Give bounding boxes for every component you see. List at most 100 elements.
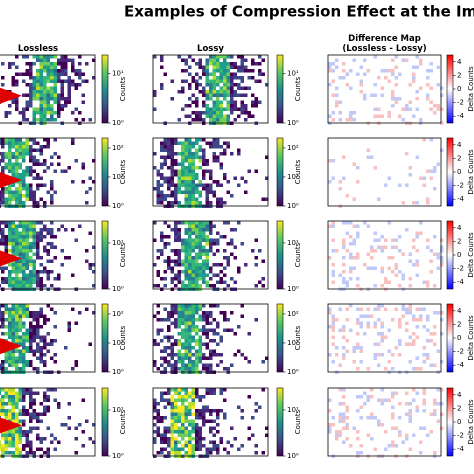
heatmap-cell xyxy=(230,228,234,232)
heatmap-cell xyxy=(387,398,391,402)
heatmap-cell xyxy=(212,111,216,115)
heatmap-cell xyxy=(46,349,50,353)
heatmap-cell xyxy=(32,325,36,329)
heatmap-cell xyxy=(205,284,209,288)
heatmap-cell xyxy=(177,176,181,180)
heatmap-cell xyxy=(191,224,195,228)
heatmap-cell xyxy=(216,183,220,187)
heatmap-cell xyxy=(373,266,377,270)
heatmap-cell xyxy=(366,416,370,420)
heatmap-cell xyxy=(212,58,216,62)
heatmap-cell xyxy=(191,176,195,180)
heatmap-cell xyxy=(8,451,12,455)
heatmap-cell xyxy=(0,266,1,270)
heatmap-cell xyxy=(230,62,234,66)
heatmap-cell xyxy=(39,280,43,284)
heatmap-cell xyxy=(345,280,349,284)
heatmap-cell xyxy=(191,339,195,343)
heatmap-cell xyxy=(15,187,19,191)
heatmap-cell xyxy=(202,118,206,122)
heatmap-cell xyxy=(237,86,241,90)
heatmap-cell xyxy=(223,93,227,97)
heatmap-cell xyxy=(22,55,26,59)
heatmap-cell xyxy=(1,141,5,145)
heatmap-cell xyxy=(209,72,213,76)
heatmap-cell xyxy=(223,388,227,392)
heatmap-cell xyxy=(233,90,237,94)
heatmap-cell xyxy=(163,349,167,353)
heatmap-cell xyxy=(11,328,15,332)
heatmap-cell xyxy=(342,388,346,392)
heatmap-cell xyxy=(36,176,40,180)
heatmap-cell xyxy=(1,145,5,149)
heatmap-cell xyxy=(8,221,12,225)
heatmap-cell xyxy=(1,451,5,455)
heatmap-cell xyxy=(160,433,164,437)
heatmap-cell xyxy=(1,152,5,156)
heatmap-cell xyxy=(60,90,64,94)
heatmap-cell xyxy=(18,423,22,427)
heatmap-cell xyxy=(170,451,174,455)
heatmap-cell xyxy=(202,169,206,173)
heatmap-cell xyxy=(170,356,174,360)
heatmap-cell xyxy=(43,76,47,80)
heatmap-cell xyxy=(433,104,437,108)
heatmap-cell xyxy=(32,190,36,194)
heatmap-cell xyxy=(426,97,430,101)
heatmap-cell xyxy=(18,409,22,413)
heatmap-cell xyxy=(156,426,160,430)
heatmap-cell xyxy=(209,118,213,122)
heatmap-cell xyxy=(67,416,71,420)
heatmap-cell xyxy=(177,190,181,194)
heatmap-cell xyxy=(401,307,405,311)
heatmap-cell xyxy=(433,325,437,329)
heatmap-cell xyxy=(191,346,195,350)
heatmap-cell xyxy=(36,141,40,145)
heatmap-cell xyxy=(46,426,50,430)
heatmap-cell xyxy=(174,360,178,364)
heatmap-cell xyxy=(188,83,192,87)
colorbar xyxy=(446,387,454,457)
heatmap-cell xyxy=(22,284,26,288)
heatmap-cell xyxy=(426,238,430,242)
heatmap-cell xyxy=(202,93,206,97)
heatmap-cell xyxy=(415,335,419,339)
heatmap-cell xyxy=(223,83,227,87)
heatmap-cell xyxy=(254,256,258,260)
heatmap-cell xyxy=(4,440,8,444)
heatmap-cell xyxy=(177,90,181,94)
heatmap-cell xyxy=(50,90,54,94)
heatmap-cell xyxy=(32,114,36,118)
heatmap-cell xyxy=(254,284,258,288)
heatmap-cell xyxy=(160,238,164,242)
heatmap-cell xyxy=(53,235,57,239)
heatmap-cell xyxy=(4,356,8,360)
heatmap-cell xyxy=(188,273,192,277)
heatmap-cell xyxy=(170,201,174,205)
heatmap-cell xyxy=(53,190,57,194)
heatmap-cell xyxy=(0,228,1,232)
heatmap-cell xyxy=(212,152,216,156)
heatmap-cell xyxy=(223,69,227,73)
heatmap-cell xyxy=(223,62,227,66)
heatmap-cell xyxy=(167,224,171,228)
heatmap-cell xyxy=(422,353,426,357)
heatmap-cell xyxy=(25,430,29,434)
heatmap-cell xyxy=(11,353,15,357)
heatmap-cell xyxy=(39,437,43,441)
heatmap-cell xyxy=(366,69,370,73)
heatmap-cell xyxy=(391,93,395,97)
heatmap-cell xyxy=(198,440,202,444)
heatmap-cell xyxy=(22,242,26,246)
heatmap-cell xyxy=(18,280,22,284)
heatmap-cell xyxy=(205,238,209,242)
heatmap-cell xyxy=(233,118,237,122)
heatmap-cell xyxy=(74,83,78,87)
heatmap-cell xyxy=(195,284,199,288)
heatmap-cell xyxy=(156,173,160,177)
heatmap-cell xyxy=(57,114,61,118)
heatmap-cell xyxy=(29,197,33,201)
heatmap-cell xyxy=(29,426,33,430)
heatmap-cell xyxy=(11,314,15,318)
heatmap-cell xyxy=(43,270,47,274)
